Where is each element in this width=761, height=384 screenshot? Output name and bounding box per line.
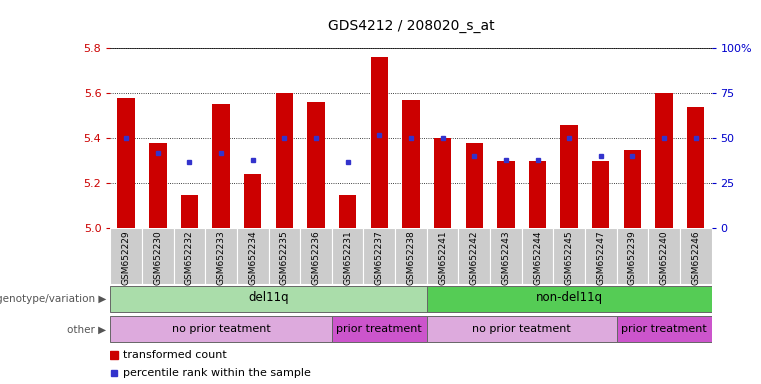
Bar: [307, 102, 325, 228]
Text: GSM652245: GSM652245: [565, 230, 574, 285]
Text: GSM652232: GSM652232: [185, 230, 194, 285]
Text: non-del11q: non-del11q: [536, 291, 603, 305]
Text: GDS4212 / 208020_s_at: GDS4212 / 208020_s_at: [328, 19, 494, 33]
Text: prior treatment: prior treatment: [621, 324, 707, 334]
Bar: [269, 228, 300, 284]
Text: prior treatment: prior treatment: [336, 324, 422, 334]
Bar: [117, 98, 135, 228]
Text: GSM652240: GSM652240: [660, 230, 669, 285]
Text: genotype/variation ▶: genotype/variation ▶: [0, 293, 107, 304]
Bar: [655, 93, 673, 228]
Text: GSM652237: GSM652237: [375, 230, 384, 285]
Bar: [300, 228, 332, 284]
Bar: [427, 316, 616, 342]
Text: GSM652236: GSM652236: [311, 230, 320, 285]
Bar: [427, 228, 458, 284]
Bar: [174, 228, 205, 284]
Text: GSM652229: GSM652229: [122, 230, 131, 285]
Text: GSM652244: GSM652244: [533, 230, 542, 285]
Bar: [434, 138, 451, 228]
Text: GSM652241: GSM652241: [438, 230, 447, 285]
Text: no prior teatment: no prior teatment: [473, 324, 571, 334]
Bar: [553, 228, 585, 284]
Text: GSM652242: GSM652242: [470, 230, 479, 285]
Bar: [592, 161, 610, 228]
Bar: [458, 228, 490, 284]
Text: GSM652243: GSM652243: [501, 230, 511, 285]
Text: GSM652233: GSM652233: [217, 230, 225, 285]
Text: GSM652230: GSM652230: [153, 230, 162, 285]
Bar: [466, 143, 483, 228]
Bar: [616, 228, 648, 284]
Bar: [648, 228, 680, 284]
Bar: [181, 195, 198, 228]
Bar: [490, 228, 522, 284]
Bar: [244, 174, 262, 228]
Text: other ▶: other ▶: [68, 324, 107, 334]
Text: GSM652247: GSM652247: [597, 230, 605, 285]
Bar: [275, 93, 293, 228]
Bar: [427, 286, 712, 311]
Bar: [110, 316, 332, 342]
Bar: [560, 125, 578, 228]
Bar: [680, 228, 712, 284]
Bar: [237, 228, 269, 284]
Bar: [395, 228, 427, 284]
Text: no prior teatment: no prior teatment: [172, 324, 270, 334]
Bar: [687, 107, 705, 228]
Bar: [205, 228, 237, 284]
Text: percentile rank within the sample: percentile rank within the sample: [123, 367, 310, 377]
Text: GSM652231: GSM652231: [343, 230, 352, 285]
Bar: [403, 100, 419, 228]
Bar: [616, 316, 712, 342]
Text: del11q: del11q: [248, 291, 289, 305]
Text: GSM652246: GSM652246: [691, 230, 700, 285]
Bar: [332, 228, 364, 284]
Bar: [522, 228, 553, 284]
Bar: [110, 228, 142, 284]
Bar: [212, 104, 230, 228]
Text: GSM652235: GSM652235: [280, 230, 289, 285]
Text: GSM652239: GSM652239: [628, 230, 637, 285]
Bar: [332, 316, 427, 342]
Text: transformed count: transformed count: [123, 350, 227, 360]
Bar: [110, 286, 427, 311]
Bar: [149, 143, 167, 228]
Bar: [364, 228, 395, 284]
Bar: [142, 228, 174, 284]
Bar: [339, 195, 356, 228]
Bar: [497, 161, 514, 228]
Bar: [529, 161, 546, 228]
Bar: [371, 57, 388, 228]
Bar: [585, 228, 616, 284]
Text: GSM652238: GSM652238: [406, 230, 416, 285]
Text: GSM652234: GSM652234: [248, 230, 257, 285]
Bar: [624, 149, 641, 228]
